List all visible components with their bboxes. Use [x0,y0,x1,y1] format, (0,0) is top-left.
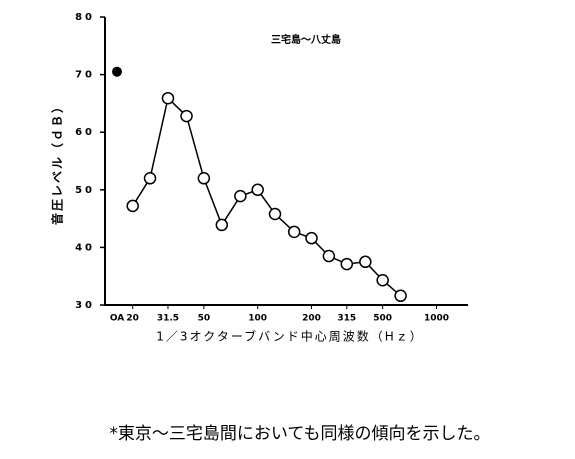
y-axis-label: 音圧レベル（ｄＢ） [50,99,65,225]
oa-label: OA [110,314,124,324]
chart-title: 三宅島～八丈島 [271,33,341,46]
y-tick-label: 60 [75,127,95,138]
data-point [305,231,318,245]
x-axis-label: 1／3オクターブバンド中心周波数（Hｚ） [156,329,423,344]
x-tick-label: 20 [126,314,139,324]
y-tick-label: 30 [75,300,95,311]
x-tick-label: 100 [248,314,267,324]
data-point [322,249,336,263]
data-point [161,91,175,105]
caption: *東京～三宅島間においても同様の傾向を示した。 [109,424,490,444]
data-point [180,109,193,123]
x-tick-label: 50 [198,314,211,324]
x-tick-label: 31.5 [157,314,179,324]
data-point [394,289,407,303]
oa-point [112,66,122,77]
x-tick-label: 315 [337,314,356,324]
data-point [287,225,301,239]
x-tick-label: 200 [302,314,321,324]
data-point [340,257,354,271]
y-tick-label: 70 [75,70,95,81]
data-point [376,273,389,287]
data-point [143,172,157,185]
data-point [251,183,264,197]
y-tick-label: 50 [75,185,95,196]
data-point [215,218,229,232]
series-line [132,96,402,297]
x-tick-label: 1000 [424,314,449,324]
data-point [197,172,211,185]
data-point [234,189,247,203]
data-point [268,207,282,221]
data-point [126,199,139,213]
y-tick-label: 40 [75,242,95,253]
data-point [359,255,372,269]
y-tick-label: 80 [75,12,95,23]
x-tick-label: 500 [373,314,392,324]
